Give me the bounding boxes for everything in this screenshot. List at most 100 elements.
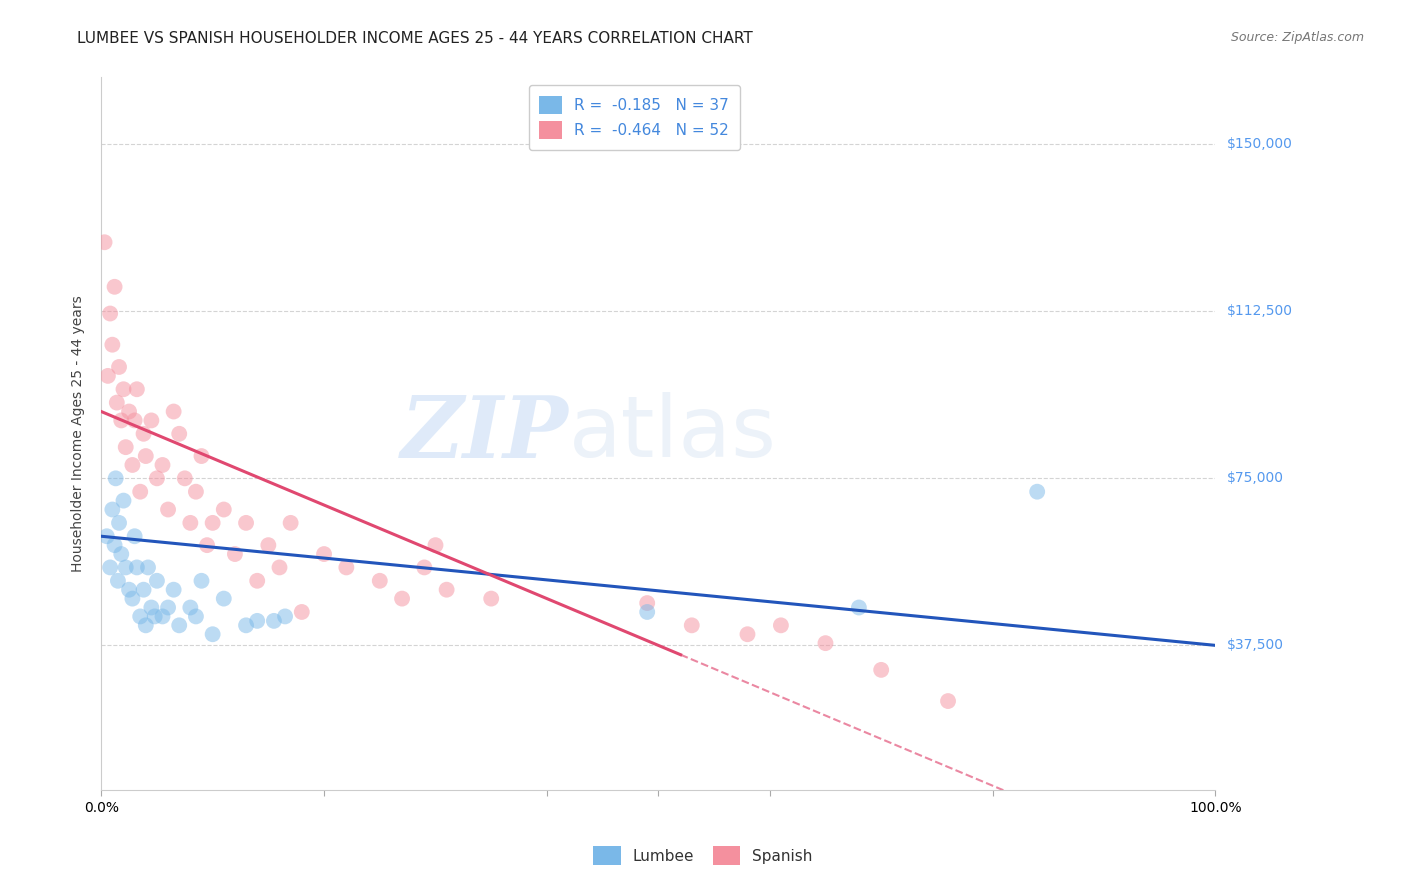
Point bbox=[246, 614, 269, 628]
Point bbox=[118, 582, 141, 597]
Y-axis label: Householder Income Ages 25 - 44 years: Householder Income Ages 25 - 44 years bbox=[72, 295, 86, 572]
Legend: Lumbee, Spanish: Lumbee, Spanish bbox=[588, 840, 818, 871]
Point bbox=[848, 600, 870, 615]
Point bbox=[146, 574, 169, 588]
Point bbox=[157, 502, 180, 516]
Point bbox=[96, 529, 118, 543]
Text: LUMBEE VS SPANISH HOUSEHOLDER INCOME AGES 25 - 44 YEARS CORRELATION CHART: LUMBEE VS SPANISH HOUSEHOLDER INCOME AGE… bbox=[77, 31, 754, 46]
Point bbox=[184, 484, 207, 499]
Point bbox=[936, 694, 959, 708]
Text: Source: ZipAtlas.com: Source: ZipAtlas.com bbox=[1230, 31, 1364, 45]
Point bbox=[157, 600, 180, 615]
Point bbox=[141, 600, 163, 615]
Point bbox=[143, 609, 166, 624]
Point bbox=[112, 493, 135, 508]
Point bbox=[1026, 484, 1049, 499]
Point bbox=[162, 404, 184, 418]
Point bbox=[101, 337, 124, 351]
Point bbox=[112, 382, 135, 396]
Point bbox=[224, 547, 246, 561]
Point bbox=[114, 440, 136, 454]
Point bbox=[263, 614, 285, 628]
Point bbox=[190, 449, 212, 463]
Point bbox=[103, 280, 125, 294]
Text: $150,000: $150,000 bbox=[1226, 137, 1292, 152]
Point bbox=[291, 605, 314, 619]
Text: $112,500: $112,500 bbox=[1226, 304, 1292, 318]
Point bbox=[179, 516, 201, 530]
Point bbox=[167, 618, 190, 632]
Point bbox=[135, 449, 157, 463]
Text: atlas: atlas bbox=[569, 392, 778, 475]
Point bbox=[246, 574, 269, 588]
Point bbox=[212, 591, 235, 606]
Point bbox=[107, 574, 129, 588]
Point bbox=[425, 538, 447, 552]
Point bbox=[152, 609, 174, 624]
Point bbox=[141, 413, 163, 427]
Point bbox=[312, 547, 335, 561]
Point bbox=[98, 306, 121, 320]
Point bbox=[235, 618, 257, 632]
Point bbox=[368, 574, 391, 588]
Point bbox=[103, 538, 125, 552]
Point bbox=[870, 663, 893, 677]
Point bbox=[110, 413, 132, 427]
Point bbox=[737, 627, 759, 641]
Point bbox=[136, 560, 159, 574]
Point bbox=[97, 368, 120, 383]
Point bbox=[135, 618, 157, 632]
Point bbox=[335, 560, 357, 574]
Point bbox=[129, 609, 152, 624]
Point bbox=[114, 560, 136, 574]
Point bbox=[257, 538, 280, 552]
Point bbox=[167, 426, 190, 441]
Point bbox=[190, 574, 212, 588]
Point bbox=[152, 458, 174, 472]
Point bbox=[413, 560, 436, 574]
Legend: R =  -0.185   N = 37, R =  -0.464   N = 52: R = -0.185 N = 37, R = -0.464 N = 52 bbox=[529, 85, 740, 150]
Point bbox=[212, 502, 235, 516]
Point bbox=[636, 605, 658, 619]
Point bbox=[274, 609, 297, 624]
Point bbox=[125, 382, 148, 396]
Point bbox=[105, 395, 128, 409]
Point bbox=[104, 471, 127, 485]
Point bbox=[235, 516, 257, 530]
Point bbox=[636, 596, 658, 610]
Point bbox=[814, 636, 837, 650]
Point bbox=[121, 458, 143, 472]
Point bbox=[93, 235, 115, 250]
Point bbox=[681, 618, 703, 632]
Text: ZIP: ZIP bbox=[401, 392, 569, 475]
Point bbox=[124, 413, 146, 427]
Point bbox=[195, 538, 218, 552]
Point bbox=[280, 516, 302, 530]
Point bbox=[179, 600, 201, 615]
Point bbox=[184, 609, 207, 624]
Point bbox=[132, 426, 155, 441]
Point bbox=[108, 359, 131, 374]
Point bbox=[101, 502, 124, 516]
Point bbox=[269, 560, 291, 574]
Point bbox=[110, 547, 132, 561]
Point bbox=[173, 471, 195, 485]
Point bbox=[121, 591, 143, 606]
Point bbox=[98, 560, 121, 574]
Point bbox=[118, 404, 141, 418]
Point bbox=[108, 516, 131, 530]
Text: $75,000: $75,000 bbox=[1226, 471, 1284, 485]
Point bbox=[125, 560, 148, 574]
Point bbox=[201, 627, 224, 641]
Point bbox=[162, 582, 184, 597]
Text: $37,500: $37,500 bbox=[1226, 639, 1284, 652]
Point bbox=[769, 618, 792, 632]
Point bbox=[132, 582, 155, 597]
Point bbox=[201, 516, 224, 530]
Point bbox=[146, 471, 169, 485]
Point bbox=[391, 591, 413, 606]
Point bbox=[436, 582, 458, 597]
Point bbox=[479, 591, 502, 606]
Point bbox=[124, 529, 146, 543]
Point bbox=[129, 484, 152, 499]
